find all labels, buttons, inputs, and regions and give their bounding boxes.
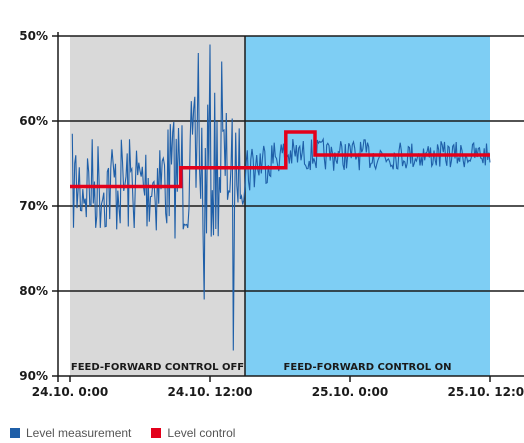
series-layer: [70, 44, 491, 351]
x-tick-label: 24.10. 12:00: [168, 385, 253, 399]
series-level-measurement: [71, 44, 491, 351]
region-label: FEED-FORWARD CONTROL OFF: [71, 362, 244, 373]
legend-swatch-red: [151, 428, 162, 438]
y-tick-label: 50%: [19, 29, 48, 43]
gridlines-layer: [58, 35, 524, 377]
legend-label: Level control: [167, 426, 236, 440]
legend: Level measurement Level control: [10, 426, 235, 440]
y-tick-label: 70%: [19, 199, 48, 213]
x-tick-label: 25.10. 12:00: [448, 385, 524, 399]
legend-label: Level measurement: [26, 426, 132, 440]
x-tick-label: 24.10. 0:00: [32, 385, 109, 399]
y-tick-label: 60%: [19, 114, 48, 128]
y-tick-label: 80%: [19, 284, 48, 298]
region-label: FEED-FORWARD CONTROL ON: [284, 362, 452, 373]
legend-item-level-measurement: Level measurement: [10, 426, 131, 440]
series-level-control: [70, 130, 490, 189]
y-tick-label: 90%: [19, 369, 48, 383]
axes-layer: 50% 60% 70% 80% 90% 24.10. 0:00 24.10. 12:00 25…: [19, 29, 524, 399]
x-tick-label: 25.10. 0:00: [312, 385, 389, 399]
legend-item-level-control: Level control: [151, 426, 235, 440]
labels-layer: FEED-FORWARD CONTROL OFF FEED-FORWARD CON…: [71, 362, 452, 373]
legend-swatch-blue: [10, 428, 20, 438]
